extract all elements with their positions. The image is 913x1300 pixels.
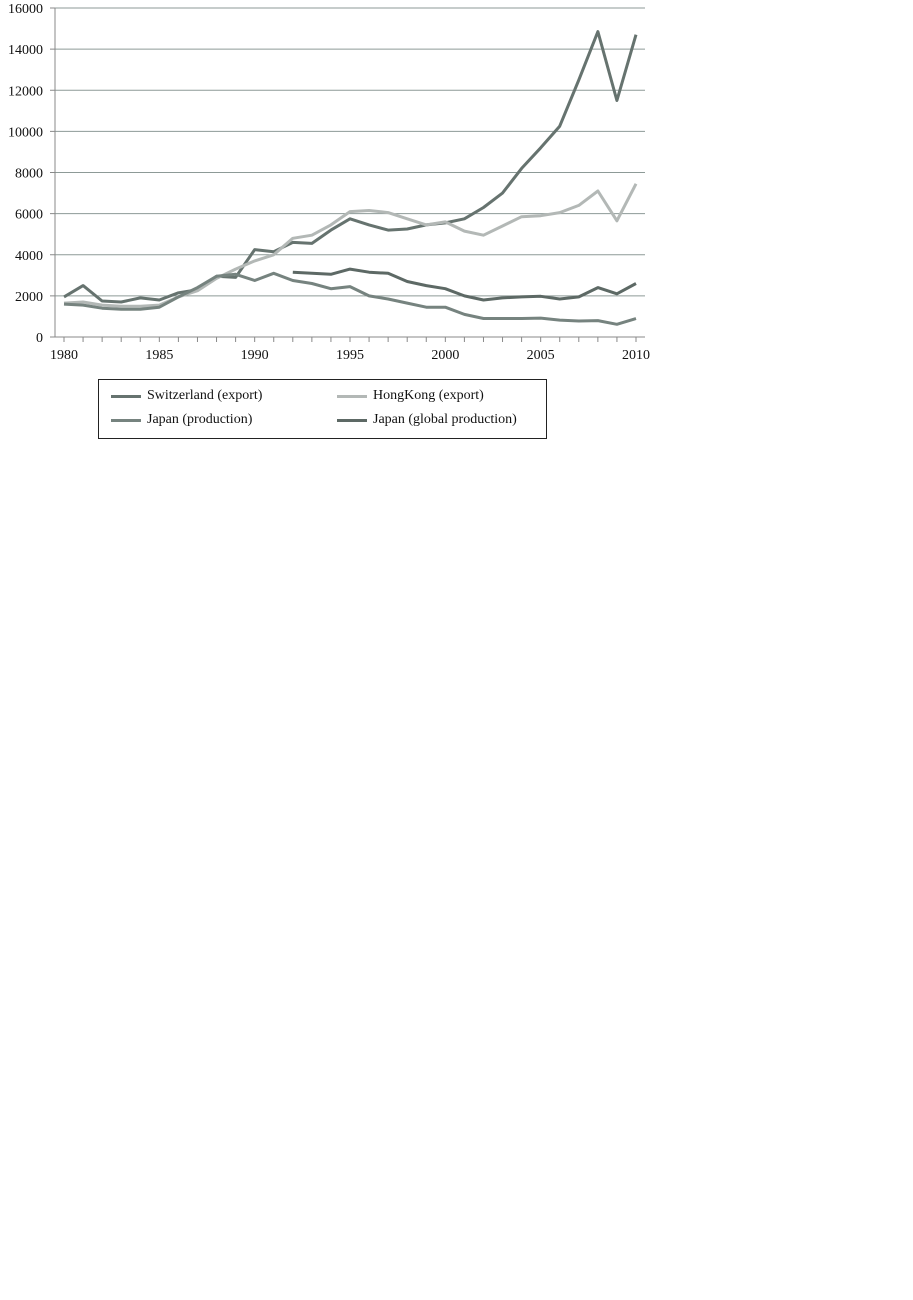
legend-label: HongKong (export) xyxy=(373,388,484,403)
x-tick-label: 1990 xyxy=(241,348,269,363)
x-tick-label: 2010 xyxy=(622,348,650,363)
legend: Switzerland (export) HongKong (export) J… xyxy=(98,379,547,439)
series-line-3 xyxy=(292,267,637,302)
y-tick-label: 6000 xyxy=(15,208,43,223)
series-line-1 xyxy=(63,183,638,308)
legend-item-hongkong: HongKong (export) xyxy=(337,388,484,404)
legend-label: Switzerland (export) xyxy=(147,388,263,403)
line-chart: 0 2000 4000 6000 8000 10000 12000 14000 16000 198… xyxy=(8,2,650,363)
legend-swatch xyxy=(337,394,367,398)
legend-swatch xyxy=(111,418,141,422)
legend-item-switzerland: Switzerland (export) xyxy=(111,388,262,404)
y-tick-label: 16000 xyxy=(8,2,43,17)
x-tick-label: 1980 xyxy=(50,348,78,363)
legend-swatch xyxy=(337,418,367,422)
x-tick-label: 1985 xyxy=(145,348,173,363)
y-tick-label: 12000 xyxy=(8,84,43,99)
series-line-2 xyxy=(63,271,637,326)
y-tick-label: 0 xyxy=(36,331,43,346)
y-tick-label: 4000 xyxy=(15,249,43,264)
x-tick-label: 2000 xyxy=(431,348,459,363)
series-line-0 xyxy=(63,30,638,304)
y-tick-label: 14000 xyxy=(8,43,43,58)
legend-item-japan-global: Japan (global production) xyxy=(337,412,517,428)
x-tick-label: 1995 xyxy=(336,348,364,363)
y-tick-label: 8000 xyxy=(15,167,43,182)
y-tick-label: 2000 xyxy=(15,290,43,305)
legend-swatch xyxy=(111,394,141,398)
x-tick-label: 2005 xyxy=(527,348,555,363)
legend-label: Japan (global production) xyxy=(373,412,517,427)
legend-item-japan-production: Japan (production) xyxy=(111,412,252,428)
y-tick-label: 10000 xyxy=(8,125,43,140)
legend-label: Japan (production) xyxy=(147,412,253,427)
